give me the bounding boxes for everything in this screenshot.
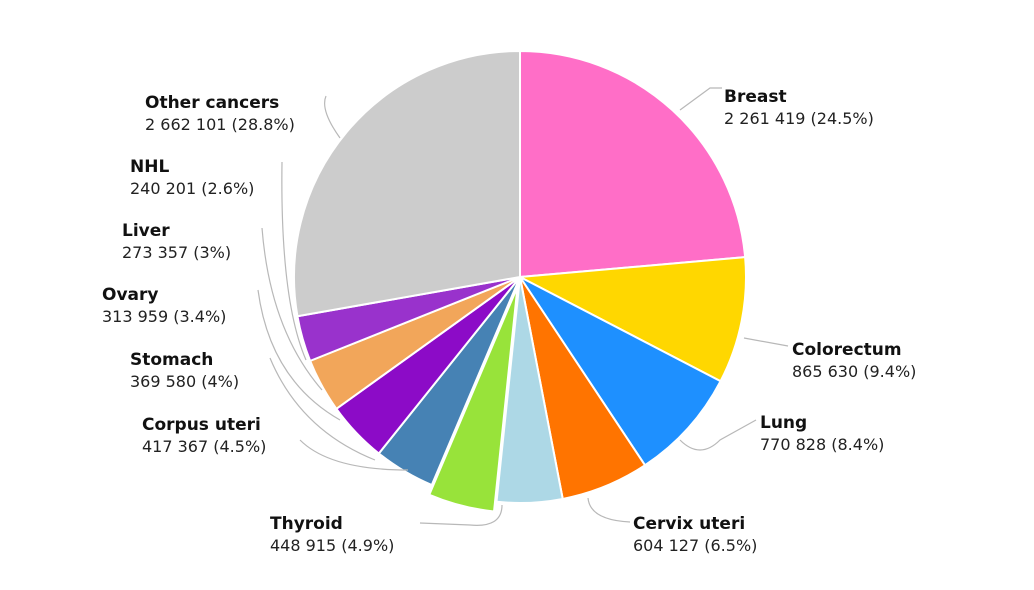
label-name-ovary: Ovary [102,285,158,305]
pie-slice-thyroid [495,276,564,504]
label-value-corpus: 417 367 (4.5%) [142,437,266,456]
label-value-lung: 770 828 (8.4%) [760,435,884,454]
label-value-other: 2 662 101 (28.8%) [145,115,295,134]
pie-slice-segment-5 [427,286,519,513]
label-value-liver: 273 357 (3%) [122,243,231,262]
leader-line-lung [679,419,757,451]
pie-slice-other-cancers [293,49,521,318]
label-name-liver: Liver [122,221,170,241]
leader-line-breast [679,87,722,111]
slice-labels: Breast 2 261 419 (24.5%) Colorectum 865 630… [102,87,916,555]
pie-slices [293,49,747,513]
leader-line-thyroid [419,504,503,526]
label-value-cervix: 604 127 (6.5%) [633,536,757,555]
leader-line-colorectum [743,337,789,347]
leader-line-other [324,95,341,139]
pie-slice-colorectum [516,255,747,383]
pie-slice-lung [519,276,722,467]
label-value-nhl: 240 201 (2.6%) [130,179,254,198]
label-value-ovary: 313 959 (3.4%) [102,307,226,326]
leader-line-liver [261,227,323,391]
leader-line-cervix [587,497,631,523]
label-name-breast: Breast [724,87,787,107]
label-name-other: Other cancers [145,93,279,113]
label-name-colorectum: Colorectum [792,340,902,360]
label-name-corpus: Corpus uteri [142,415,261,435]
label-value-thyroid: 448 915 (4.9%) [270,536,394,555]
label-value-stomach: 369 580 (4%) [130,372,239,391]
pie-slice-breast [519,49,747,279]
leader-line-stomach [269,357,376,461]
label-name-nhl: NHL [130,157,169,177]
label-name-lung: Lung [760,413,807,433]
label-value-breast: 2 261 419 (24.5%) [724,109,874,128]
leader-line-nhl [281,161,307,361]
leader-lines [257,87,789,526]
label-value-colorectum: 865 630 (9.4%) [792,362,916,381]
label-name-thyroid: Thyroid [270,514,343,534]
leader-line-ovary [257,289,341,421]
leader-line-corpus [299,439,409,471]
label-name-stomach: Stomach [130,350,213,370]
label-name-cervix: Cervix uteri [633,514,745,534]
